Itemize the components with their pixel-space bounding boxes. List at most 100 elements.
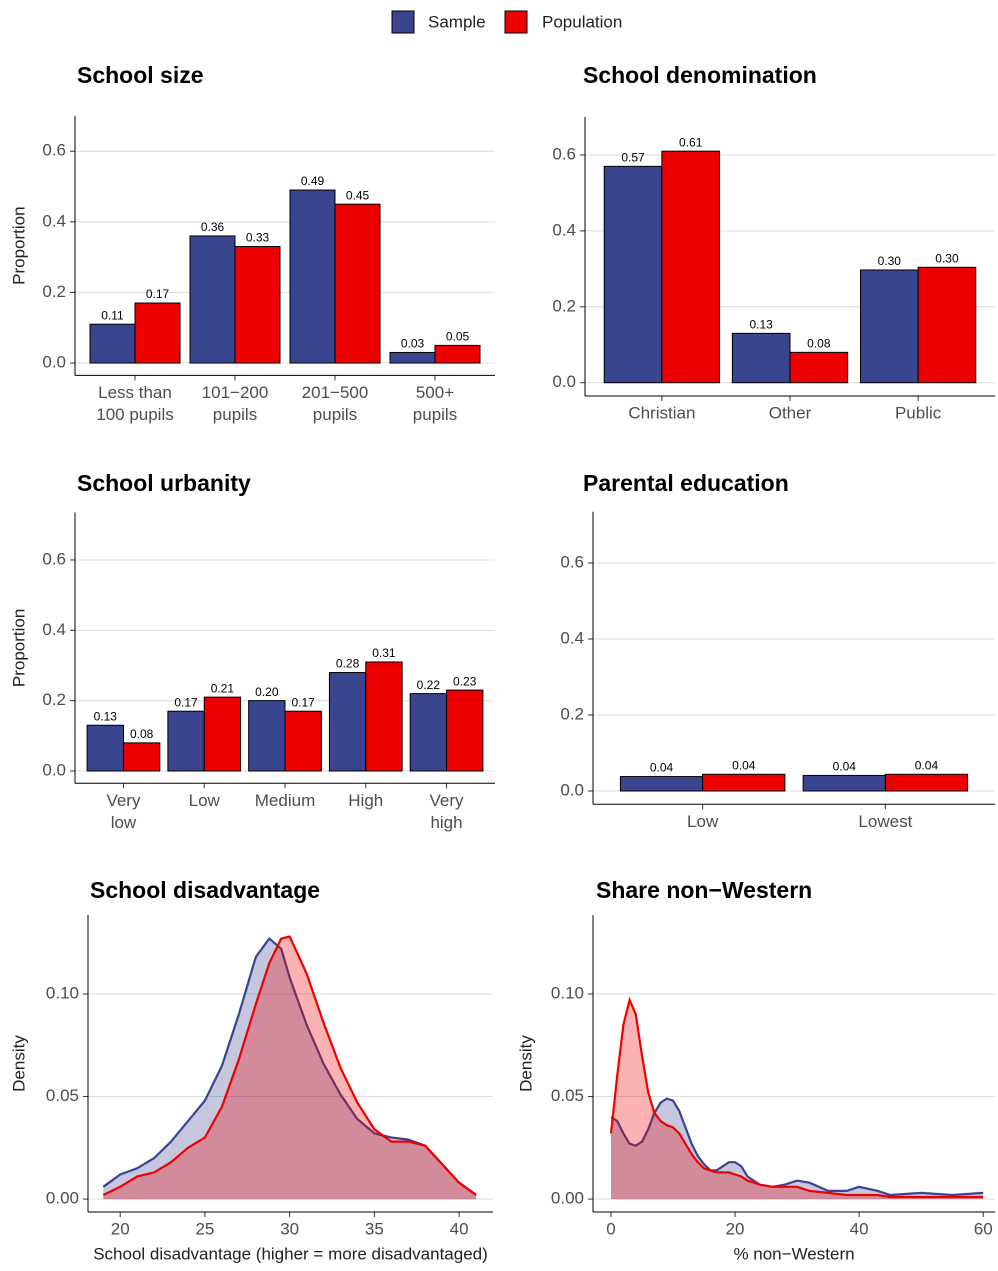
chart-title: Parental education	[583, 470, 789, 496]
x-tick-label: Low	[189, 791, 221, 810]
y-tick-label: 0.05	[551, 1086, 584, 1105]
x-tick-label: Very	[106, 791, 141, 810]
value-label: 0.08	[130, 727, 154, 741]
y-tick-label: 0.4	[42, 620, 66, 639]
density-area	[103, 938, 477, 1200]
x-tick-label: 500+	[416, 383, 454, 402]
bar	[603, 165, 663, 384]
chart-title: School denomination	[583, 62, 817, 88]
x-tick-label: pupils	[413, 405, 457, 424]
bar	[248, 700, 286, 772]
y-tick-label: 0.6	[42, 141, 66, 160]
x-tick-label: Less than	[98, 383, 172, 402]
x-tick-label: 30	[280, 1219, 299, 1238]
bar	[122, 742, 161, 772]
value-label: 0.04	[915, 758, 939, 772]
legend-swatch	[504, 10, 528, 34]
x-tick-label: 100 pupils	[96, 405, 174, 424]
bar	[234, 246, 281, 364]
bar	[284, 710, 322, 772]
x-tick-label: Public	[895, 403, 942, 422]
bar	[789, 351, 849, 384]
bar	[731, 332, 791, 384]
y-axis-label: Density	[516, 1035, 535, 1092]
bar	[389, 351, 436, 364]
x-tick-label: 101−200	[202, 383, 269, 402]
x-tick-label: 40	[450, 1219, 469, 1238]
y-tick-label: 0.0	[552, 372, 576, 391]
density-line	[610, 1097, 984, 1197]
y-tick-label: 0.2	[552, 296, 576, 315]
value-label: 0.23	[453, 674, 477, 688]
density-area	[103, 936, 477, 1200]
bar	[859, 269, 919, 384]
y-tick-label: 0.0	[560, 780, 584, 799]
x-tick-label: 25	[195, 1219, 214, 1238]
bar	[661, 150, 721, 384]
bar	[167, 710, 205, 772]
x-tick-label: 201−500	[302, 383, 369, 402]
x-tick-label: low	[111, 813, 137, 832]
value-label: 0.17	[174, 695, 198, 709]
y-tick-label: 0.2	[560, 704, 584, 723]
bar	[89, 323, 136, 364]
density-line	[102, 936, 477, 1196]
y-axis-label: Proportion	[9, 206, 28, 284]
value-label: 0.61	[679, 135, 703, 149]
bar	[86, 724, 124, 772]
value-label: 0.33	[246, 231, 270, 245]
y-tick-label: 0.6	[552, 144, 576, 163]
x-axis-label: % non−Western	[733, 1244, 854, 1263]
x-tick-label: Christian	[628, 403, 695, 422]
value-label: 0.04	[833, 760, 857, 774]
value-label: 0.04	[650, 761, 674, 775]
density-area	[611, 1098, 984, 1200]
legend-label: Population	[542, 12, 622, 31]
value-label: 0.21	[211, 681, 235, 695]
bar	[409, 693, 448, 772]
value-label: 0.28	[336, 657, 360, 671]
x-tick-label: Lowest	[858, 812, 912, 831]
x-tick-label: high	[430, 813, 462, 832]
value-label: 0.08	[807, 337, 831, 351]
y-tick-label: 0.2	[42, 690, 66, 709]
bar	[434, 344, 481, 364]
legend-swatch	[391, 10, 415, 34]
value-label: 0.22	[417, 678, 441, 692]
bar	[289, 189, 336, 364]
value-label: 0.17	[291, 695, 315, 709]
y-tick-label: 0.4	[560, 628, 584, 647]
y-tick-label: 0.00	[46, 1189, 79, 1208]
y-tick-label: 0.4	[42, 211, 66, 230]
chart-title: Share non−Western	[596, 877, 812, 903]
bar	[802, 774, 886, 792]
bar	[334, 203, 381, 364]
y-tick-label: 0.10	[46, 983, 79, 1002]
x-tick-label: Medium	[255, 791, 315, 810]
y-tick-label: 0.05	[46, 1086, 79, 1105]
chart-title: School disadvantage	[90, 877, 320, 903]
x-tick-label: 20	[726, 1219, 745, 1238]
value-label: 0.45	[346, 188, 370, 202]
x-tick-label: 20	[111, 1219, 130, 1238]
x-tick-label: 0	[606, 1219, 615, 1238]
y-axis-label: Proportion	[9, 609, 28, 687]
y-tick-label: 0.0	[42, 353, 66, 372]
density-line	[609, 996, 984, 1199]
bar	[328, 672, 367, 772]
value-label: 0.49	[301, 174, 325, 188]
value-label: 0.31	[372, 646, 396, 660]
y-tick-label: 0.00	[551, 1189, 584, 1208]
x-tick-label: Very	[430, 791, 465, 810]
chart-title: School urbanity	[77, 470, 251, 496]
x-tick-label: 60	[974, 1219, 993, 1238]
value-label: 0.03	[401, 337, 425, 351]
value-label: 0.57	[621, 151, 645, 165]
chart-title: School size	[77, 62, 204, 88]
density-line	[102, 935, 477, 1196]
bar	[702, 773, 786, 792]
value-label: 0.30	[878, 254, 902, 268]
x-tick-label: Other	[769, 403, 812, 422]
y-tick-label: 0.0	[42, 760, 66, 779]
